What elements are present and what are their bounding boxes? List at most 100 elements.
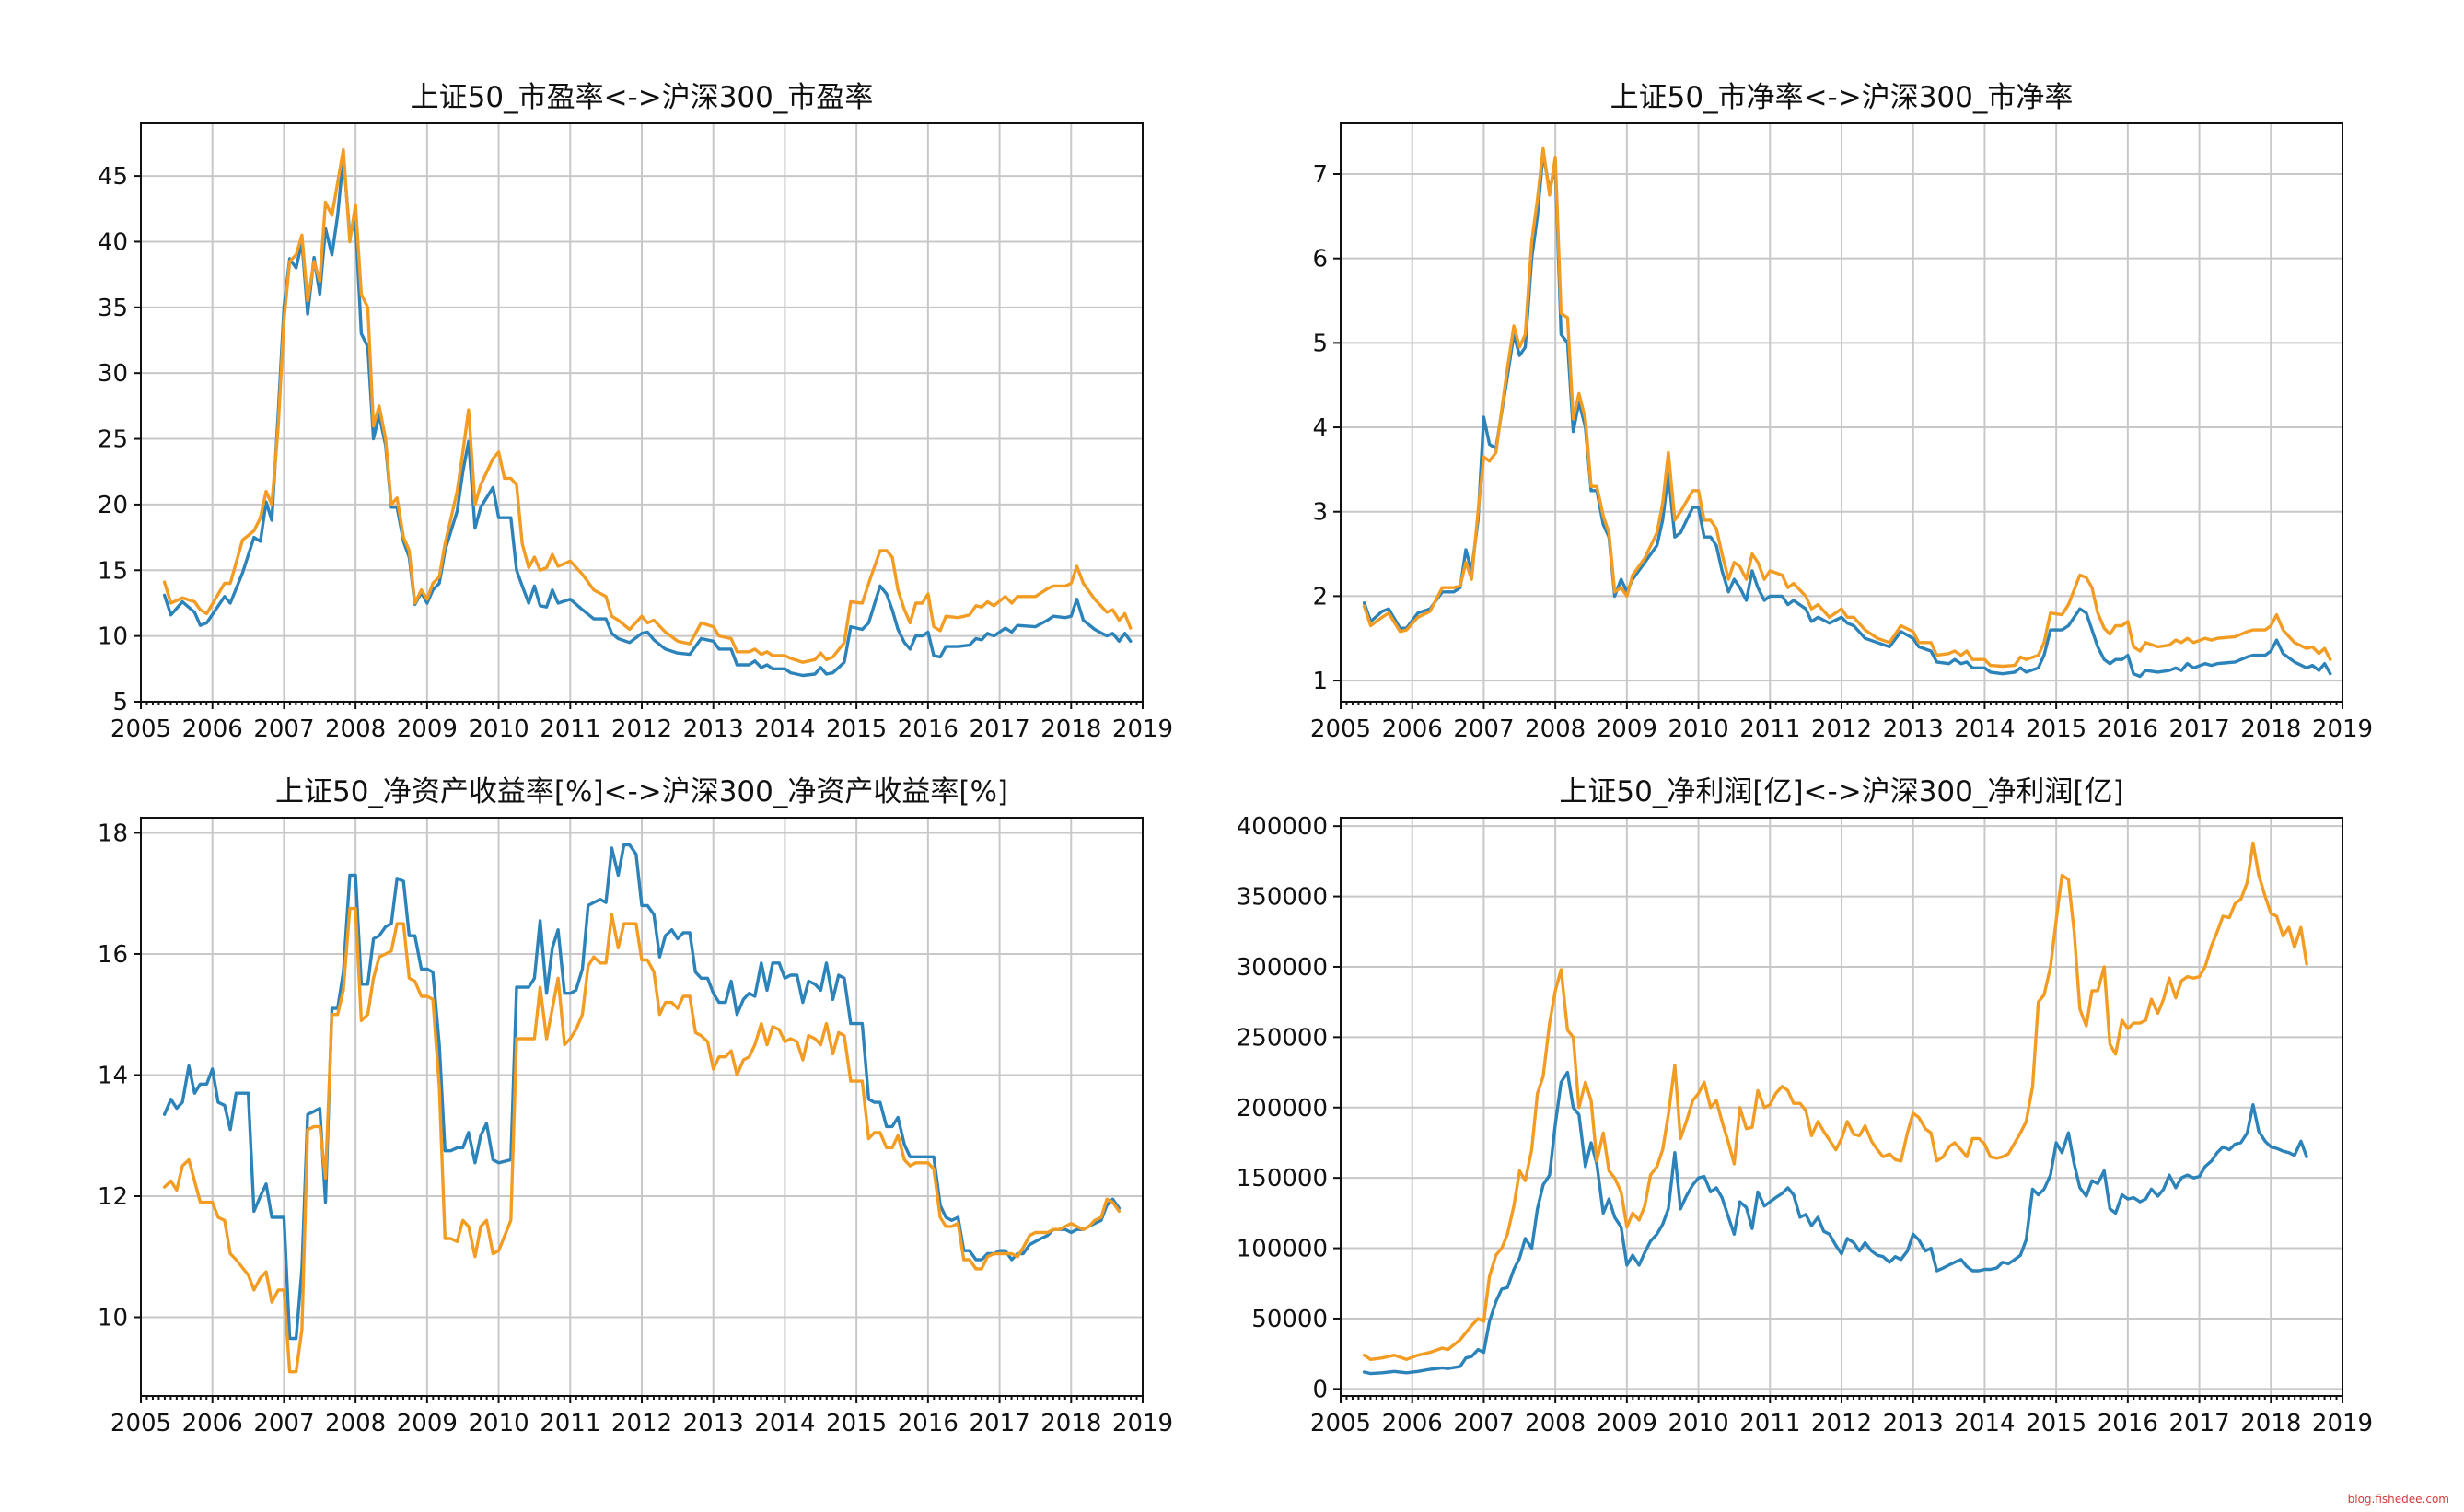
y-tick-label: 50000: [1251, 1306, 1328, 1333]
series-1-line: [1362, 151, 2332, 679]
y-tick-label: 18: [98, 820, 128, 847]
y-tick-label: 200000: [1237, 1095, 1328, 1122]
y-tick-label: 10: [98, 1305, 128, 1332]
x-tick-label: 2016: [898, 715, 959, 743]
chart-panel-pe: 上证50_市盈率<->沪深300_市盈率 2005 2006 2007 2008 200…: [98, 81, 1173, 743]
x-tick-label: 2015: [826, 715, 887, 743]
chart-title: 上证50_净资产收益率[%]<->沪深300_净资产收益率[%]: [275, 775, 1008, 808]
x-tick-label: 2019: [1112, 715, 1173, 743]
y-tick-label: 35: [98, 295, 128, 322]
x-tick-label: 2017: [969, 715, 1029, 743]
y-tick-label: 12: [98, 1183, 128, 1211]
x-tick-label: 2011: [1739, 1410, 1800, 1437]
x-tick-label: 2017: [2168, 1410, 2229, 1437]
series-1-line: [1362, 1070, 2308, 1376]
y-tick-label: 4: [1312, 414, 1328, 442]
x-tick-label: 2008: [1525, 715, 1586, 743]
x-tick-label: 2010: [468, 1410, 529, 1437]
x-tick-label: 2005: [110, 1410, 171, 1437]
y-tick-label: 250000: [1237, 1024, 1328, 1052]
x-tick-label: 2011: [540, 1410, 600, 1437]
x-tick-label: 2018: [1040, 715, 1101, 743]
x-tick-label: 2009: [397, 1410, 458, 1437]
x-tick-label: 2014: [754, 715, 815, 743]
x-tick-label: 2019: [2312, 715, 2373, 743]
x-tick-label: 2005: [1310, 715, 1371, 743]
x-tick-label: 2016: [898, 1410, 959, 1437]
x-tick-label: 2011: [540, 715, 600, 743]
x-tick-label: 2008: [325, 715, 386, 743]
y-tick-label: 6: [1312, 246, 1328, 273]
y-tick-label: 15: [98, 557, 128, 585]
x-tick-label: 2019: [2312, 1410, 2373, 1437]
y-tick-label: 3: [1312, 499, 1328, 527]
x-tick-label: 2016: [2098, 1410, 2158, 1437]
y-tick-label: 300000: [1237, 954, 1328, 982]
x-tick-label: 2019: [1112, 1410, 1173, 1437]
x-tick-label: 2012: [611, 715, 672, 743]
y-tick-label: 16: [98, 941, 128, 969]
x-tick-label: 2005: [110, 715, 171, 743]
chart-title: 上证50_市盈率<->沪深300_市盈率: [411, 81, 874, 114]
x-tick-label: 2012: [1811, 1410, 1872, 1437]
series-2-line: [162, 906, 1122, 1374]
y-tick-label: 5: [1312, 330, 1328, 357]
x-tick-label: 2015: [2026, 715, 2086, 743]
x-tick-label: 2013: [1883, 1410, 1944, 1437]
y-tick-label: 30: [98, 360, 128, 388]
x-tick-label: 2013: [683, 715, 744, 743]
x-tick-label: 2007: [1453, 715, 1514, 743]
y-tick-label: 25: [98, 426, 128, 454]
x-tick-label: 2015: [826, 1410, 887, 1437]
x-tick-label: 2010: [1668, 1410, 1728, 1437]
x-tick-label: 2013: [683, 1410, 744, 1437]
x-minor-ticks: [1345, 1396, 2338, 1400]
x-tick-label: 2012: [1811, 715, 1872, 743]
x-tick-label: 2014: [1954, 1410, 2015, 1437]
x-tick-label: 2006: [182, 1410, 243, 1437]
x-tick-label: 2017: [969, 1410, 1029, 1437]
x-tick-label: 2005: [1310, 1410, 1371, 1437]
series-2-line: [162, 147, 1133, 664]
y-tick-label: 2: [1312, 583, 1328, 611]
x-tick-label: 2008: [1525, 1410, 1586, 1437]
y-tick-label: 1: [1312, 668, 1328, 695]
watermark-text: blog.fishedee.com: [2348, 1493, 2449, 1506]
y-tick-label: 45: [98, 163, 128, 191]
gridlines: [1340, 123, 2343, 702]
y-tick-label: 100000: [1237, 1236, 1328, 1263]
x-tick-label: 2009: [397, 715, 458, 743]
x-tick-label: 2007: [1453, 1410, 1514, 1437]
x-tick-label: 2012: [611, 1410, 672, 1437]
x-tick-label: 2007: [253, 1410, 314, 1437]
x-tick-label: 2017: [2168, 715, 2229, 743]
x-tick-label: 2014: [754, 1410, 815, 1437]
x-tick-label: 2006: [1382, 715, 1443, 743]
x-tick-label: 2018: [2240, 715, 2301, 743]
y-tick-label: 7: [1312, 161, 1328, 189]
y-tick-label: 350000: [1237, 884, 1328, 912]
x-tick-label: 2013: [1883, 715, 1944, 743]
series-1-line: [162, 155, 1133, 678]
chart-panel-net-profit: 上证50_净利润[亿]<->沪深300_净利润[亿] 2005 2006 2007 2…: [1237, 775, 2373, 1437]
x-tick-label: 2014: [1954, 715, 2015, 743]
y-tick-label: 14: [98, 1062, 128, 1089]
y-tick-label: 20: [98, 492, 128, 519]
x-tick-label: 2011: [1739, 715, 1800, 743]
y-tick-label: 10: [98, 623, 128, 651]
series-2-line: [1362, 146, 2332, 669]
y-tick-label: 5: [112, 689, 128, 716]
gridlines: [1340, 818, 2343, 1396]
x-tick-label: 2009: [1597, 715, 1657, 743]
x-tick-label: 2010: [1668, 715, 1728, 743]
x-tick-label: 2018: [1040, 1410, 1101, 1437]
chart-panel-pb: 上证50_市净率<->沪深300_市净率 2005 2006 2007 2008 200…: [1310, 81, 2373, 743]
x-tick-label: 2006: [1382, 1410, 1443, 1437]
gridlines: [140, 123, 1144, 703]
x-minor-ticks: [145, 702, 1138, 705]
x-tick-label: 2016: [2098, 715, 2158, 743]
x-tick-label: 2009: [1597, 1410, 1657, 1437]
chart-title: 上证50_市净率<->沪深300_市净率: [1610, 81, 2074, 114]
x-tick-label: 2007: [253, 715, 314, 743]
series-2-line: [1362, 841, 2308, 1361]
